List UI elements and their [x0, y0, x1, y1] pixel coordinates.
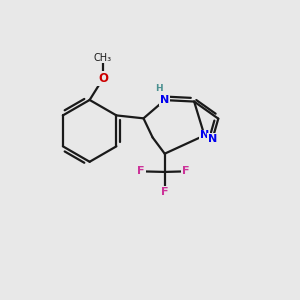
Text: F: F [137, 166, 145, 176]
Text: F: F [161, 187, 169, 197]
Text: N: N [200, 130, 209, 140]
Text: N: N [208, 134, 217, 144]
Text: CH₃: CH₃ [94, 52, 112, 62]
Text: F: F [182, 166, 190, 176]
Text: O: O [98, 72, 108, 85]
Text: H: H [156, 84, 163, 93]
Text: N: N [160, 95, 169, 105]
